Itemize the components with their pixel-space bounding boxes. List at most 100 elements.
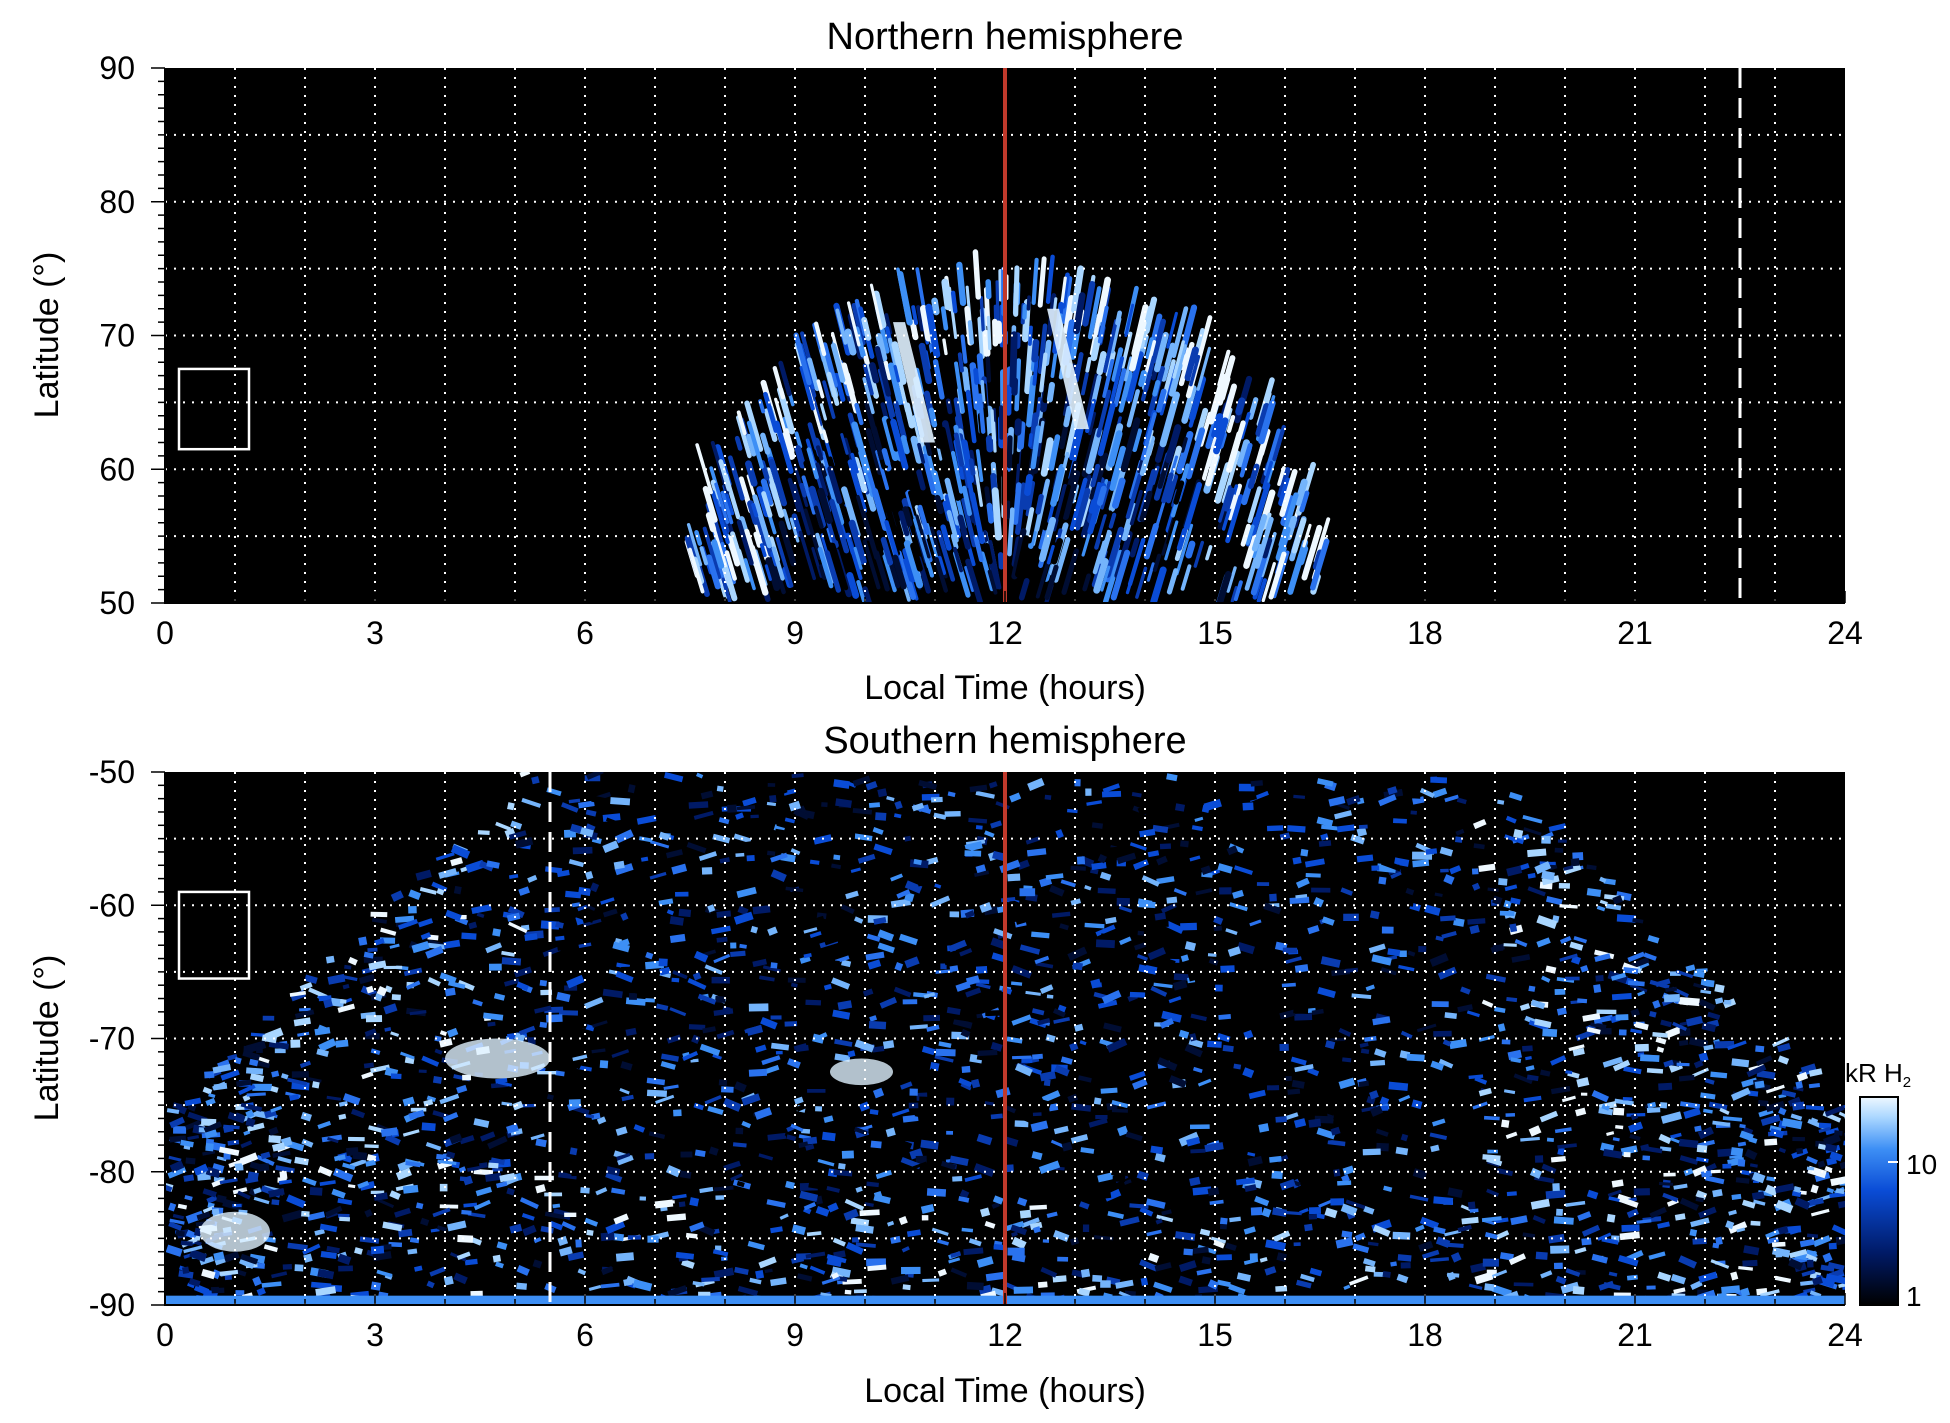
emission-cell [1658,1082,1673,1091]
emission-streak [1030,548,1042,577]
emission-cell [1325,880,1335,888]
emission-streak [730,531,743,561]
emission-cell [245,1067,264,1075]
emission-cell [1390,1261,1397,1267]
emission-cell [976,1054,998,1063]
emission-cell [823,1115,834,1123]
emission-cell [1528,1125,1542,1137]
emission-cell [1398,964,1415,972]
emission-cell [882,1040,895,1050]
emission-streak [1220,383,1238,426]
colorbar-tick-label: 10 [1906,1149,1937,1180]
emission-streak [1100,480,1111,510]
emission-cell [389,943,400,949]
emission-cell [1125,1046,1145,1056]
emission-streak [986,315,992,351]
emission-cell [658,958,668,967]
emission-streak [778,520,797,567]
bright-auroral-arc [893,322,935,443]
emission-streak [1171,344,1187,394]
emission-streak [782,431,796,460]
emission-cell [1051,911,1071,918]
y-axis-label: Latitude (°) [28,252,66,419]
emission-streak [965,389,977,444]
emission-streak [1213,417,1229,455]
emission-cell [199,1256,214,1266]
emission-cell [501,1101,513,1107]
emission-streak [695,443,713,495]
emission-cell [1112,1175,1126,1182]
emission-cell [947,791,956,798]
emission-streak [991,487,1002,541]
emission-streak [1125,552,1141,595]
grid-lines [165,68,1845,603]
emission-streak [1240,412,1251,440]
emission-cell [893,986,912,998]
emission-cell [949,1012,968,1022]
emission-streak [774,397,787,435]
emission-streak [706,554,721,590]
emission-streak [872,290,887,329]
emission-cell [770,1042,790,1051]
emission-streak [702,486,718,523]
emission-cell [726,804,737,813]
emission-cell [366,985,374,994]
emission-cell [761,1055,781,1066]
emission-streak [877,368,894,422]
emission-cell [785,1180,795,1190]
emission-cell [444,987,456,997]
emission-cell [1117,1125,1129,1137]
emission-streak [782,508,792,530]
emission-cell [1615,1014,1629,1021]
emission-streak [950,290,958,314]
emission-cell [1318,840,1332,847]
emission-cell [1700,979,1715,988]
emission-cell [612,1136,627,1145]
emission-cell [1123,1179,1132,1185]
emission-cell [473,1168,494,1176]
emission-cell [1623,1151,1631,1158]
emission-cell [1341,1230,1353,1239]
emission-cell [1730,1147,1744,1157]
emission-cell [1657,1271,1672,1282]
emission-cell [614,863,634,876]
emission-cell [904,880,923,894]
emission-cell [1219,1223,1228,1230]
emission-cell [365,1159,377,1167]
emission-cell [1557,1147,1565,1156]
emission-cell [478,1162,488,1169]
emission-streak [968,458,976,476]
emission-cell [1219,1217,1228,1225]
emission-streak [1150,566,1167,603]
emission-cell [586,1229,594,1236]
emission-streak [1188,398,1200,428]
emission-cell [1368,1115,1376,1121]
emission-cell [519,772,531,778]
emission-streak [743,558,756,591]
emission-cell [1556,1007,1567,1016]
emission-cell [1621,1224,1640,1232]
emission-cell [1581,1237,1592,1246]
emission-cell [780,904,791,913]
emission-cell [358,936,368,946]
emission-cell [704,1094,722,1105]
emission-cell [566,1076,577,1082]
emission-cell [1395,1146,1409,1156]
emission-streak [854,326,866,358]
emission-streak [976,353,985,386]
emission-cell [1536,915,1558,929]
emission-streak [817,487,833,524]
emission-cell [347,1184,356,1189]
emission-cell [436,1225,448,1232]
emission-cell [436,1153,444,1160]
emission-cell [735,1127,744,1135]
emission-streak [1165,424,1182,464]
emission-cell [602,840,619,854]
emission-streak [726,535,741,567]
emission-streak [760,432,771,455]
emission-streak [888,362,903,406]
emission-cell [1400,1262,1411,1269]
emission-streak [956,261,967,307]
emission-cell [1361,1105,1381,1113]
emission-streak [705,512,717,533]
